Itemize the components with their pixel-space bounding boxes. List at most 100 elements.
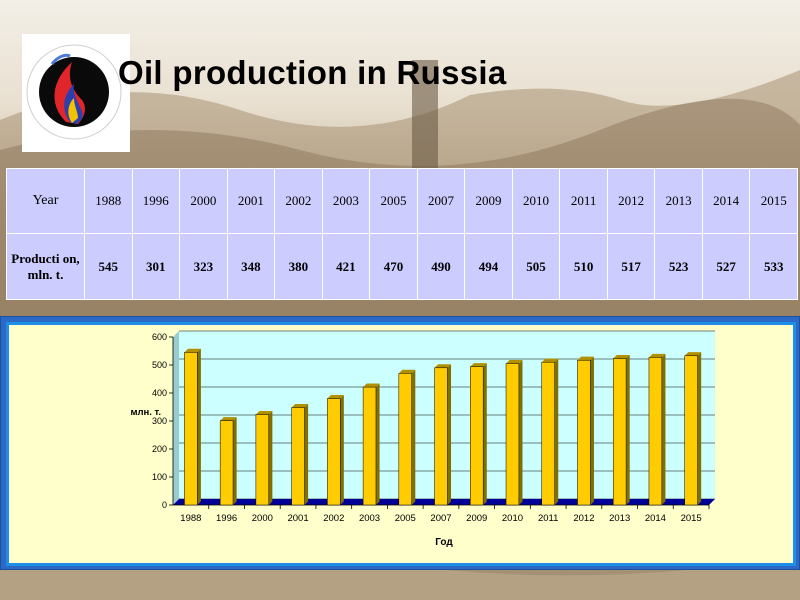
x-tick-label: 2007: [430, 513, 451, 524]
bar-side: [197, 348, 201, 505]
bar: [327, 398, 341, 506]
bar-top: [648, 353, 666, 358]
bar: [470, 366, 484, 506]
bar-top: [398, 369, 416, 374]
x-tick-label: 2013: [609, 513, 630, 524]
year-cell: 2015: [749, 168, 798, 234]
bar-side: [340, 395, 344, 505]
y-tick-label: 200: [152, 444, 167, 454]
x-tick-label: 2003: [359, 513, 380, 524]
year-cell: 1996: [131, 168, 181, 234]
bar-top: [541, 358, 559, 363]
bar-top: [577, 356, 594, 361]
year-cell: 2009: [464, 168, 513, 234]
y-tick-label: 100: [152, 472, 167, 482]
bar: [612, 358, 627, 506]
production-header: Producti on, mln. t.: [6, 233, 85, 300]
y-tick-label: 300: [152, 416, 167, 426]
bar-side: [304, 403, 309, 505]
year-row: Year 1988 1996 2000 2001 2002 2003 2005 …: [6, 168, 798, 234]
value-cell: 505: [511, 233, 561, 300]
bar: [541, 361, 555, 506]
year-cell: 2011: [559, 168, 608, 234]
bar: [291, 407, 305, 506]
bar-top: [613, 354, 630, 359]
bar-top: [470, 363, 487, 367]
x-tick-label: 2012: [573, 513, 594, 524]
year-cell: 2012: [606, 168, 656, 234]
bar-side: [447, 364, 452, 505]
value-cell: 494: [464, 233, 513, 300]
x-tick-label: 2010: [502, 513, 523, 524]
bar-side: [483, 363, 487, 505]
bar: [648, 357, 663, 506]
chart-border: 0 100 200 300 400 500 600 1988 1996 2000 2001 2002 2…: [6, 322, 796, 566]
value-cell-highlight: 533: [749, 233, 798, 300]
year-cell: 2001: [226, 168, 276, 234]
year-cell: 2014: [701, 168, 751, 234]
bar: [362, 386, 377, 506]
value-cell: 348: [226, 233, 276, 300]
bar-side: [268, 410, 273, 505]
x-axis-label: Год: [435, 537, 453, 548]
year-cell: 2013: [654, 168, 703, 234]
bar-top: [291, 403, 309, 408]
value-cell: 301: [131, 233, 181, 300]
x-tick-label: 2015: [681, 513, 702, 524]
bar-side: [554, 358, 559, 505]
value-cell: 527: [701, 233, 751, 300]
university-logo: [22, 34, 130, 152]
x-tick-label: 2002: [323, 513, 344, 524]
chart-canvas: 0 100 200 300 400 500 600 1988 1996 2000 2001 2002 2…: [9, 325, 793, 563]
bar-top: [506, 360, 523, 364]
production-table: Year 1988 1996 2000 2001 2002 2003 2005 …: [6, 168, 798, 300]
y-tick-label: 600: [152, 332, 167, 342]
bar-top: [255, 410, 273, 415]
value-cell: 323: [179, 233, 228, 300]
y-tick-label: 500: [152, 360, 167, 370]
value-cell: 490: [416, 233, 466, 300]
bar: [255, 414, 270, 506]
x-tick-label: 1988: [180, 513, 201, 524]
x-tick-label: 2005: [395, 513, 416, 524]
value-cell: 421: [321, 233, 371, 300]
bar-top: [363, 383, 380, 388]
value-cell: 545: [84, 233, 133, 300]
x-tick-label: 2000: [252, 513, 273, 524]
year-header: Year: [6, 168, 85, 234]
year-cell: 2010: [511, 168, 561, 234]
bar-top: [184, 348, 201, 353]
bar: [219, 420, 234, 506]
bar-side: [375, 383, 380, 505]
bar: [577, 359, 591, 506]
bar-side: [233, 417, 237, 505]
y-tick-label: 0: [162, 500, 167, 510]
bar: [505, 363, 520, 506]
year-cell: 2002: [274, 168, 323, 234]
bar-side: [518, 360, 523, 505]
x-tick-label: 1996: [216, 513, 237, 524]
year-cell: 2005: [369, 168, 418, 234]
bar-side: [590, 356, 594, 505]
value-cell: 470: [369, 233, 418, 300]
bar-side: [697, 352, 702, 505]
x-tick-label: 2014: [645, 513, 666, 524]
bar: [184, 352, 198, 506]
value-cell: 510: [559, 233, 608, 300]
bar: [434, 367, 448, 506]
year-cell: 2003: [321, 168, 371, 234]
value-cell: 523: [654, 233, 703, 300]
year-cell: 2007: [416, 168, 466, 234]
bar-side: [626, 354, 630, 505]
bar-top: [434, 364, 452, 368]
bar-chart: 0 100 200 300 400 500 600 1988 1996 2000 2001 2002 2…: [130, 330, 715, 548]
year-cell: 2000: [179, 168, 228, 234]
production-row: Producti on, mln. t. 545 301 323 348 380…: [6, 233, 798, 300]
bar: [398, 373, 412, 506]
bar-top: [327, 395, 344, 399]
bar-top: [684, 352, 702, 356]
year-cell: 1988: [84, 168, 133, 234]
value-cell: 517: [606, 233, 656, 300]
bar-side: [411, 369, 416, 505]
x-tick-label: 2001: [287, 513, 308, 524]
